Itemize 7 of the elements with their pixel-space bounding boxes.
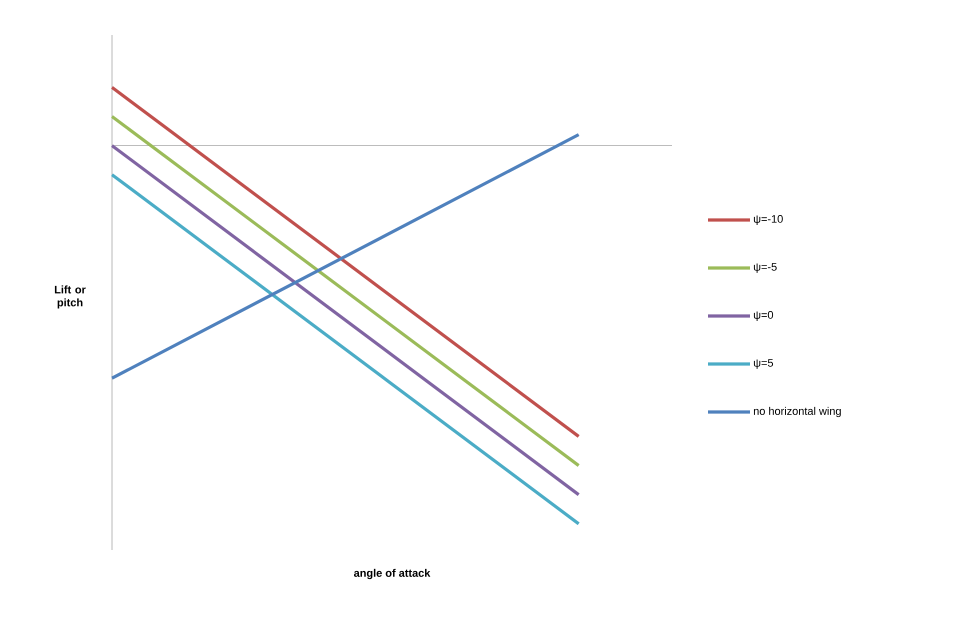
legend-label: no horizontal wing bbox=[754, 406, 841, 418]
legend-label: ψ=5 bbox=[754, 359, 774, 369]
y-axis-title: Lift or pitch bbox=[54, 285, 86, 309]
legend-label: ψ=-10 bbox=[754, 215, 783, 225]
legend-label: ψ=-5 bbox=[754, 263, 777, 273]
x-axis-title: angle of attack bbox=[354, 568, 430, 580]
legend-label: ψ=0 bbox=[754, 311, 774, 321]
